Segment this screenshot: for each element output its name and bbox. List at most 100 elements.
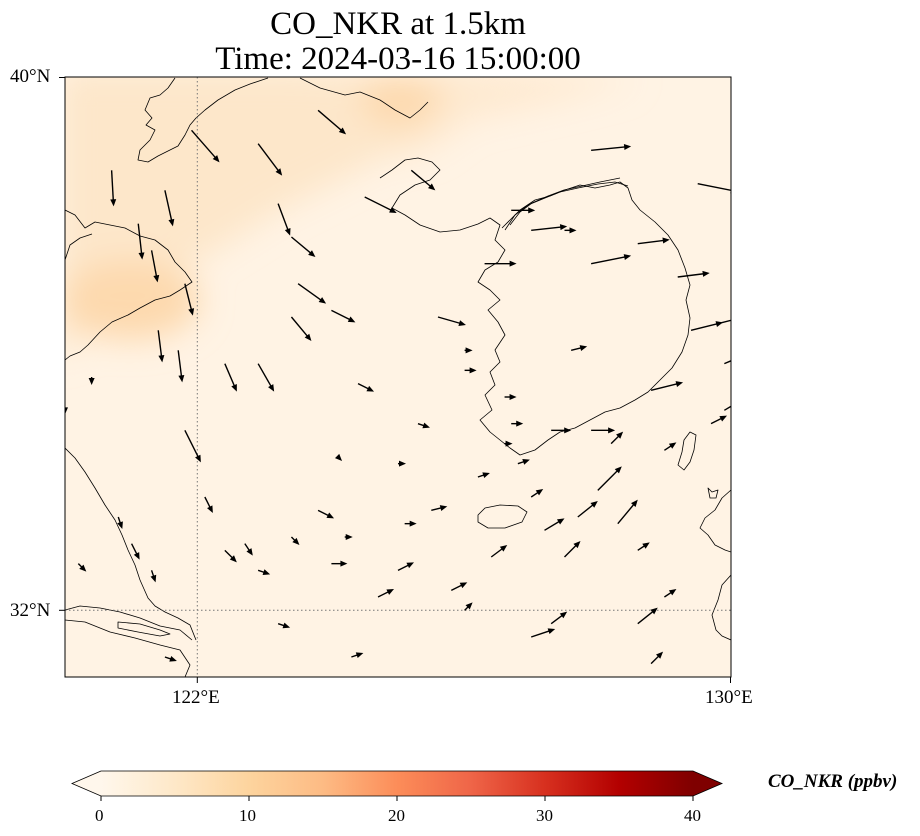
wind-vector [564, 227, 577, 234]
wind-vector-head [509, 260, 517, 267]
wind-vector [334, 453, 343, 461]
wind-vector [517, 459, 530, 465]
wind-vector [564, 541, 581, 558]
wind-vector-head [65, 407, 68, 415]
wind-vector-head [347, 316, 356, 323]
coastline-chongming [117, 621, 171, 637]
wind-vector-head [469, 367, 477, 374]
wind-vector-head [158, 355, 165, 363]
wind-vector-head [355, 652, 364, 659]
wind-vector-head [389, 207, 397, 213]
wind-vector-head [366, 385, 375, 392]
wind-vector-head [268, 384, 275, 392]
wind-vector [570, 345, 588, 352]
wind-vector-head [579, 345, 588, 351]
wind-vector-shaft [317, 109, 343, 132]
wind-vector-head [559, 611, 568, 619]
wind-vector [490, 545, 508, 558]
wind-vector [257, 569, 271, 575]
wind-vector-head [482, 472, 490, 479]
wind-vector-head [614, 466, 622, 474]
coastline-layer [65, 77, 731, 677]
wind-vector [191, 129, 220, 163]
wind-vector-head [318, 297, 327, 304]
coastline-shandong [65, 233, 93, 261]
coastline-yangtze-south [65, 619, 191, 677]
wind-vector-shaft [710, 417, 723, 425]
wind-vector [257, 143, 283, 176]
wind-vector [637, 542, 650, 551]
wind-vector-shaft [184, 430, 200, 459]
colorbar-extend-high [693, 771, 722, 796]
wind-vector-shaft [530, 629, 551, 638]
wind-vector-shaft [758, 431, 770, 437]
wind-vector [511, 420, 524, 427]
wind-vector-head [569, 227, 577, 234]
wind-vector-head [79, 564, 87, 572]
wind-vector-head [178, 375, 185, 383]
wind-vector-shaft [591, 255, 627, 265]
wind-vector-head [465, 602, 473, 610]
wind-vector-head [590, 501, 598, 508]
co-peak-patch-west [65, 260, 200, 340]
coastline-liaodong [137, 77, 269, 163]
wind-vector-head [642, 542, 650, 549]
wind-vector-head [458, 320, 466, 326]
wind-vector-shaft [591, 146, 627, 152]
wind-vector [377, 589, 395, 598]
wind-vector-head [719, 415, 728, 422]
map-title: CO_NKR at 1.5km [270, 6, 526, 42]
wind-vector-head [528, 207, 536, 214]
lat-tick-label-32n: 32°N [10, 600, 51, 621]
wind-vector-head [516, 420, 524, 427]
wind-vector [398, 460, 406, 467]
wind-vector [290, 536, 300, 545]
colorbar-tick-label-10: 10 [239, 806, 256, 825]
wind-vector-shaft [364, 196, 393, 212]
gridlines [65, 77, 731, 677]
wind-vector [531, 224, 568, 232]
wind-vector-head [212, 155, 220, 163]
wind-vector-shaft [277, 203, 290, 232]
wind-vector-shaft [637, 239, 665, 245]
colorbar-tick-label-0: 0 [95, 806, 104, 825]
wind-vector-head [282, 622, 291, 629]
coastline-tsushima [677, 431, 697, 471]
wind-vector [664, 589, 677, 598]
wind-vector [224, 363, 237, 392]
wind-vector [344, 534, 353, 540]
wind-vector-shaft [724, 360, 731, 365]
wind-vector [610, 431, 624, 445]
wind-vector-head [656, 651, 664, 659]
wind-vector [504, 394, 517, 400]
wind-vector [591, 254, 632, 265]
wind-vector-head [428, 183, 436, 191]
lat-tick-label-40n: 40°N [10, 66, 51, 87]
co-band-north-china [65, 77, 460, 355]
wind-vector [317, 509, 335, 519]
wind-vector [550, 611, 568, 625]
wind-vector-head [292, 537, 300, 545]
wind-vector-head [675, 381, 684, 387]
wind-vector [664, 442, 677, 451]
wind-vector [357, 383, 375, 392]
wind-vector-head [133, 552, 140, 560]
wind-vector-head [662, 237, 670, 244]
wind-vector-head [459, 582, 468, 589]
wind-vector [417, 422, 430, 429]
colorbar-tick-label-40: 40 [684, 806, 701, 825]
map-frame [64, 76, 732, 678]
wind-vector [530, 489, 544, 498]
wind-vector [544, 518, 565, 531]
wind-vector [650, 651, 664, 665]
wind-vector-head [345, 534, 353, 540]
wind-vector-shaft [290, 236, 313, 255]
wind-vector-shaft [290, 316, 309, 338]
coastline-korea-border [504, 181, 629, 231]
wind-vector-head [169, 655, 177, 662]
wind-vector [431, 505, 448, 512]
wind-vector-shaft [544, 520, 561, 531]
wind-vector-shaft [204, 496, 212, 509]
wind-vector-head [737, 398, 745, 404]
wind-vector-shaft [637, 610, 655, 625]
